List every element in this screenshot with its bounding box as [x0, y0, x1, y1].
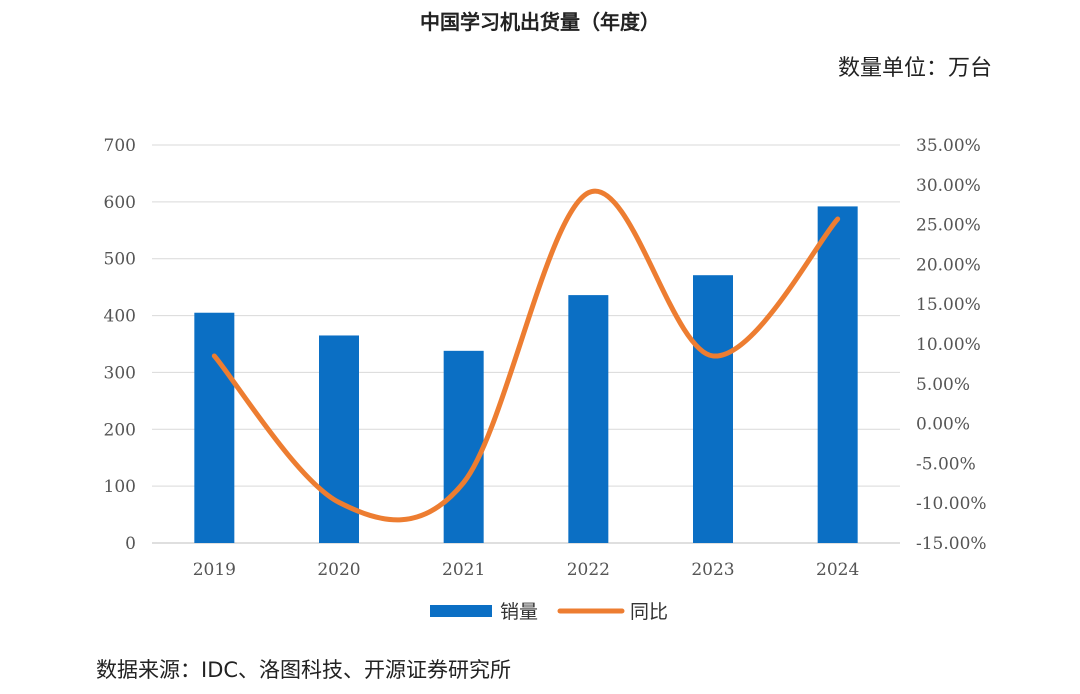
x-axis-ticks: 2019 2020 2021 2022 2023 2024 [193, 560, 860, 580]
source-note: 数据来源：IDC、洛图科技、开源证券研究所 [96, 658, 512, 682]
chart-title: 中国学习机出货量（年度） [420, 10, 660, 34]
bar [568, 295, 609, 543]
line-path [211, 188, 841, 523]
right-tick-label: -15.00% [916, 534, 987, 554]
right-tick-label: 5.00% [916, 375, 970, 395]
unit-label: 数量单位：万台 [837, 56, 992, 81]
x-tick-label: 2023 [691, 560, 734, 580]
x-tick-label: 2024 [816, 560, 859, 580]
left-tick-label: 400 [104, 307, 136, 327]
legend-label-line: 同比 [630, 601, 668, 623]
legend: 销量 同比 [430, 601, 668, 623]
legend-swatch-bar [430, 605, 492, 617]
left-tick-label: 200 [104, 420, 136, 440]
right-axis-ticks: -15.00% -10.00% -5.00% 0.00% 5.00% 10.00% 15.0… [916, 136, 987, 554]
bar [443, 350, 484, 543]
right-tick-label: -5.00% [916, 454, 976, 474]
bar [319, 335, 359, 543]
right-tick-label: 15.00% [916, 295, 981, 315]
bar [693, 275, 733, 543]
left-tick-label: 700 [104, 136, 136, 156]
right-tick-label: 20.00% [916, 255, 981, 275]
left-tick-label: 100 [104, 477, 136, 497]
x-tick-label: 2022 [567, 560, 610, 580]
gridlines [152, 144, 900, 544]
legend-label-bar: 销量 [500, 601, 538, 623]
left-tick-label: 500 [104, 250, 136, 270]
bar [194, 312, 235, 543]
bar [817, 206, 858, 544]
right-tick-label: 25.00% [916, 216, 981, 236]
x-tick-label: 2021 [442, 560, 485, 580]
line-series [211, 188, 841, 523]
left-tick-label: 300 [104, 363, 136, 383]
right-tick-label: 30.00% [916, 176, 981, 196]
x-tick-label: 2020 [317, 560, 360, 580]
right-tick-label: 0.00% [916, 415, 970, 435]
left-tick-label: 600 [104, 193, 136, 213]
right-tick-label: 35.00% [916, 136, 981, 156]
x-tick-label: 2019 [193, 560, 236, 580]
bar-series [194, 206, 858, 544]
left-tick-label: 0 [125, 534, 136, 554]
right-tick-label: -10.00% [916, 494, 987, 514]
right-tick-label: 10.00% [916, 335, 981, 355]
left-axis-ticks: 0 100 200 300 400 500 600 700 [104, 136, 136, 554]
